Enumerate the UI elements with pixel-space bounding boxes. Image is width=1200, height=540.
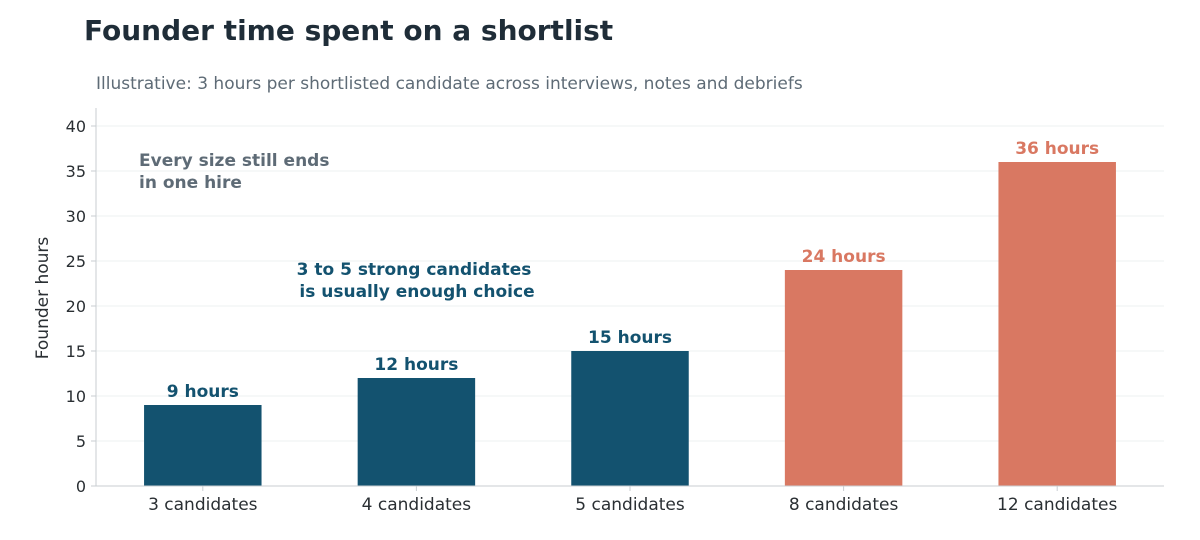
x-tick-label: 4 candidates (362, 495, 472, 515)
annotation-every-size-line-2: in one hire (139, 173, 242, 193)
y-axis-label: Founder hours (33, 237, 53, 360)
x-tick-label: 5 candidates (575, 495, 685, 515)
y-tick-label: 5 (76, 432, 86, 451)
annotation-enough-choice-line-1: 3 to 5 strong candidates (297, 260, 532, 280)
annotation-enough-choice-line-2: is usually enough choice (299, 282, 534, 302)
y-tick-label: 30 (66, 207, 86, 226)
x-tick-label: 12 candidates (997, 495, 1117, 515)
bar-value-label: 24 hours (802, 247, 886, 267)
bars: 9 hours 12 hours 15 hours 24 hours 36 hours (144, 139, 1116, 486)
bar-value-label: 36 hours (1015, 139, 1099, 159)
bar-value-label: 15 hours (588, 328, 672, 348)
annotation-enough-choice: 3 to 5 strong candidates is usually enou… (297, 260, 538, 302)
bar-value-label: 9 hours (167, 382, 239, 402)
bar (357, 378, 476, 486)
bar (571, 351, 689, 486)
y-tick-label: 40 (66, 117, 86, 136)
y-tick-label: 35 (66, 162, 86, 181)
y-tick-label: 10 (66, 387, 86, 406)
axes: 0 5 10 15 20 25 30 35 40 3 candidates 4 candidates… (66, 108, 1164, 515)
annotation-every-size-line-1: Every size still ends (139, 151, 329, 171)
annotation-every-size: Every size still ends in one hire (139, 151, 335, 193)
bar (144, 405, 262, 486)
bar (998, 162, 1116, 486)
y-tick-label: 0 (76, 477, 86, 496)
y-tick-label: 25 (66, 252, 86, 271)
y-tick-label: 20 (66, 297, 86, 316)
bar-value-label: 12 hours (374, 355, 458, 375)
chart-subtitle: Illustrative: 3 hours per shortlisted ca… (96, 74, 803, 94)
x-tick-label: 3 candidates (148, 495, 258, 515)
x-tick-label: 8 candidates (789, 495, 899, 515)
y-tick-label: 15 (66, 342, 86, 361)
bar (784, 270, 903, 486)
chart-title: Founder time spent on a shortlist (84, 14, 613, 47)
